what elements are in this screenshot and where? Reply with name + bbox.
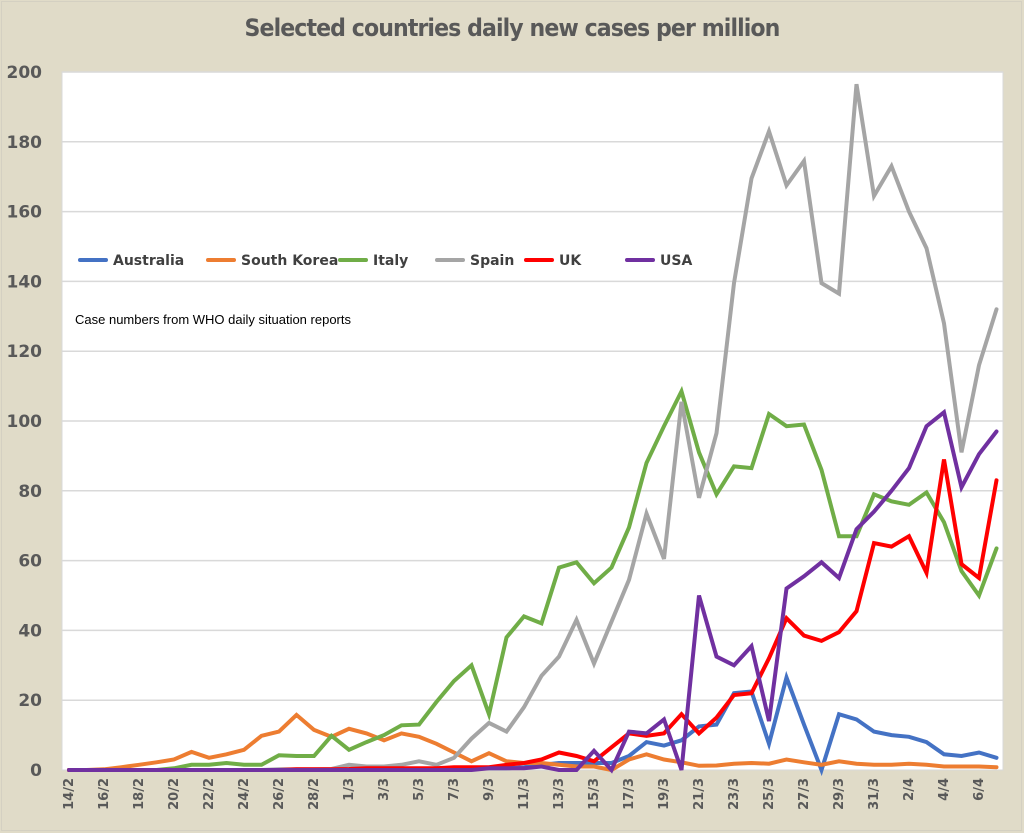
x-axis: 14/2 16/2 18/2 20/2 22/2 24/2 26/2 28/2 1/3 3/3 5/… <box>62 778 987 810</box>
x-tick-label: 29/3 <box>832 778 847 810</box>
series-lines <box>67 83 999 777</box>
legend-item-italy: Italy <box>338 253 408 269</box>
x-tick-label: 3/3 <box>377 778 392 801</box>
y-tick-label: 60 <box>18 552 42 572</box>
legend: Australia South Korea Italy Spain UK USA <box>78 253 692 269</box>
legend-item-australia: Australia <box>78 253 184 269</box>
legend-label: USA <box>660 253 692 269</box>
legend-label: UK <box>559 253 582 269</box>
series-line-usa <box>67 408 999 774</box>
y-tick-label: 180 <box>7 133 43 153</box>
x-tick-label: 18/2 <box>132 778 147 810</box>
chart-title: Selected countries daily new cases per m… <box>244 14 781 42</box>
y-axis: 0 20 40 60 80 100 120 140 160 180 200 <box>7 63 43 781</box>
x-tick-label: 28/2 <box>307 778 322 810</box>
x-tick-label: 2/4 <box>902 778 917 801</box>
y-tick-label: 0 <box>30 761 42 781</box>
legend-item-usa: USA <box>625 253 692 269</box>
series-line-italy <box>67 385 999 772</box>
y-tick-label: 200 <box>7 63 43 83</box>
x-tick-label: 22/2 <box>202 778 217 810</box>
x-tick-label: 9/3 <box>482 778 497 801</box>
x-tick-label: 19/3 <box>657 778 672 810</box>
y-tick-label: 80 <box>18 482 42 502</box>
x-tick-label: 15/3 <box>587 778 602 810</box>
legend-item-uk: UK <box>524 253 582 269</box>
y-tick-label: 120 <box>7 342 43 362</box>
legend-label: South Korea <box>241 253 338 269</box>
x-tick-label: 20/2 <box>167 778 182 810</box>
x-tick-label: 14/2 <box>62 778 77 810</box>
x-tick-label: 1/3 <box>342 778 357 801</box>
x-tick-label: 27/3 <box>797 778 812 810</box>
y-tick-label: 40 <box>18 621 42 641</box>
x-tick-label: 7/3 <box>447 778 462 801</box>
legend-item-south-korea: South Korea <box>206 253 338 269</box>
x-tick-label: 31/3 <box>867 778 882 810</box>
x-tick-label: 5/3 <box>412 778 427 801</box>
y-tick-label: 160 <box>7 203 43 223</box>
x-tick-label: 16/2 <box>97 778 112 810</box>
x-tick-label: 26/2 <box>272 778 287 810</box>
legend-label: Australia <box>113 253 184 269</box>
source-annotation: Case numbers from WHO daily situation re… <box>75 312 351 327</box>
legend-label: Italy <box>373 253 408 269</box>
x-tick-label: 17/3 <box>622 778 637 810</box>
legend-label: Spain <box>470 253 514 269</box>
legend-item-spain: Spain <box>435 253 514 269</box>
x-tick-label: 24/2 <box>237 778 252 810</box>
x-tick-label: 6/4 <box>972 778 987 801</box>
x-tick-label: 21/3 <box>692 778 707 810</box>
x-tick-label: 13/3 <box>552 778 567 810</box>
y-tick-label: 140 <box>7 272 43 292</box>
x-tick-label: 25/3 <box>762 778 777 810</box>
x-tick-label: 4/4 <box>937 778 952 801</box>
x-tick-label: 11/3 <box>517 778 532 810</box>
y-tick-label: 20 <box>18 691 42 711</box>
y-tick-label: 100 <box>7 412 43 432</box>
x-tick-label: 23/3 <box>727 778 742 810</box>
